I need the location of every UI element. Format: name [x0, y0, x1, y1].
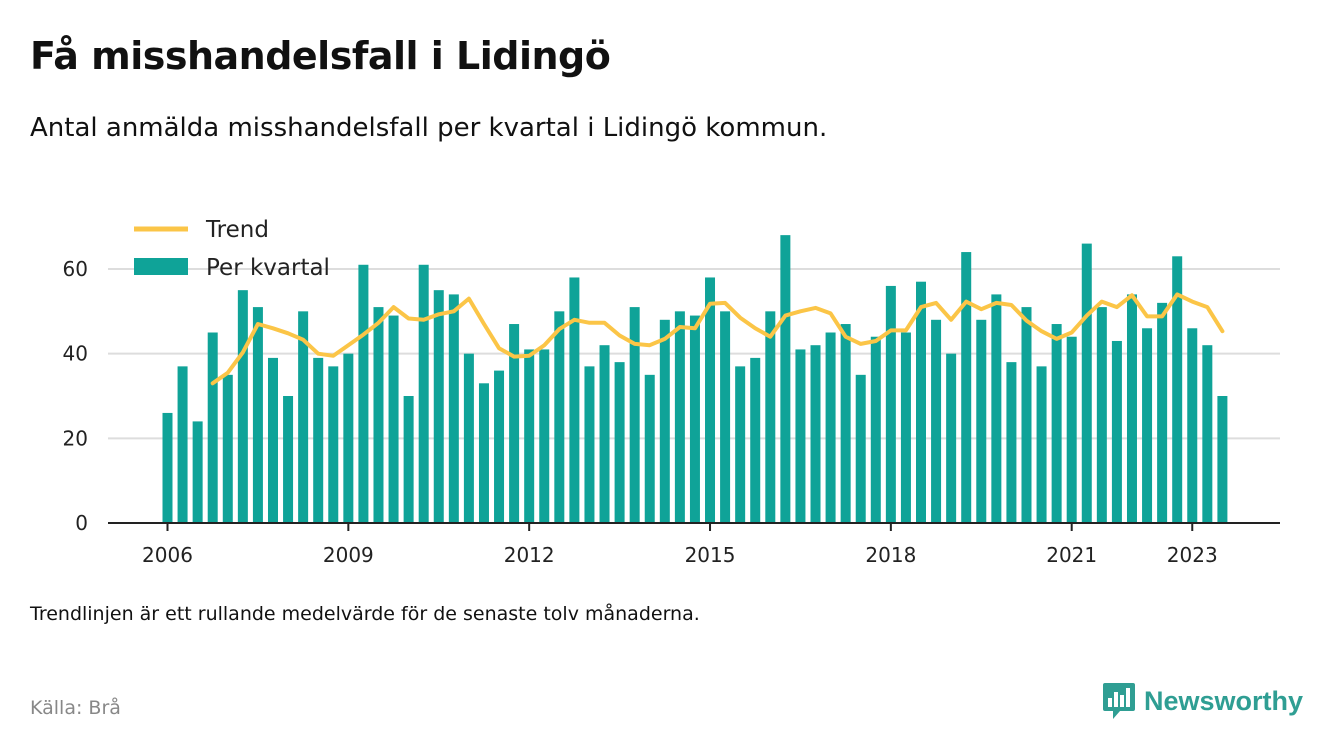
- bar: [750, 357, 761, 523]
- x-tick-label: 2018: [865, 543, 916, 567]
- bar: [388, 315, 399, 523]
- bar: [855, 374, 866, 523]
- bar: [524, 349, 535, 523]
- bar: [1066, 336, 1077, 523]
- bar: [1187, 328, 1198, 523]
- y-tick-label: 60: [63, 257, 88, 281]
- bar: [1202, 345, 1213, 523]
- source-label: Källa: Brå: [30, 697, 121, 719]
- trend-line: [210, 292, 1225, 386]
- legend-trend-label: Trend: [205, 217, 269, 243]
- bar: [584, 366, 595, 523]
- bar: [222, 374, 233, 523]
- bar: [900, 332, 911, 523]
- x-tick-label: 2009: [323, 543, 374, 567]
- bar: [463, 353, 474, 523]
- bar: [569, 277, 580, 523]
- bar: [1036, 366, 1047, 523]
- bar: [976, 319, 987, 523]
- legend: Trend Per kvartal: [134, 217, 330, 281]
- bar: [328, 366, 339, 523]
- bar: [1217, 396, 1228, 523]
- bar: [494, 370, 505, 523]
- bar: [1126, 294, 1137, 523]
- x-tick-label: 2015: [685, 543, 736, 567]
- bar: [840, 324, 851, 523]
- y-tick-label: 40: [63, 342, 88, 366]
- bar: [946, 353, 957, 523]
- x-tick-label: 2006: [142, 543, 193, 567]
- bar: [448, 294, 459, 523]
- bar: [358, 264, 369, 523]
- legend-bar-swatch: [134, 258, 188, 275]
- bar: [539, 349, 550, 523]
- bar: [780, 235, 791, 523]
- bar: [735, 366, 746, 523]
- bar: [267, 357, 278, 523]
- x-tick-label: 2023: [1167, 543, 1218, 567]
- bar: [1096, 307, 1107, 523]
- bar: [614, 362, 625, 523]
- brand-name: Newsworthy: [1144, 685, 1304, 716]
- bar: [931, 319, 942, 523]
- bar: [599, 345, 610, 523]
- bar: [1142, 328, 1153, 523]
- bar: [885, 285, 896, 523]
- bar: [177, 366, 188, 523]
- bar: [478, 383, 489, 523]
- x-axis-ticks: 2006 2009 2012 2015 2018 2021 2023: [142, 523, 1218, 567]
- bar: [433, 290, 444, 523]
- newsworthy-logo[interactable]: Newsworthy: [1102, 682, 1303, 720]
- bar: [373, 307, 384, 523]
- bar: [1051, 324, 1062, 523]
- bar: [1172, 256, 1183, 523]
- bar: [343, 353, 354, 523]
- bar: [674, 311, 685, 523]
- y-tick-label: 0: [75, 511, 88, 535]
- y-axis-labels: 0 20 40 60: [63, 257, 88, 535]
- trend-note: Trendlinjen är ett rullande medelvärde f…: [30, 603, 700, 625]
- bar: [1021, 307, 1032, 523]
- bar: [554, 311, 565, 523]
- bar: [825, 332, 836, 523]
- bar: [991, 294, 1002, 523]
- bar: [689, 315, 700, 523]
- x-tick-label: 2021: [1046, 543, 1097, 567]
- bar: [870, 336, 881, 523]
- bar: [313, 357, 324, 523]
- bar: [961, 252, 972, 524]
- bar: [418, 264, 429, 523]
- bar: [720, 311, 731, 523]
- bar: [1157, 302, 1168, 523]
- x-tick-label: 2012: [504, 543, 555, 567]
- bar: [237, 290, 248, 523]
- bar: [192, 421, 203, 523]
- bar: [1081, 243, 1092, 523]
- bars: [162, 235, 1228, 524]
- bar: [916, 281, 926, 523]
- legend-bar-label: Per kvartal: [206, 255, 330, 281]
- bar: [403, 396, 414, 523]
- chart-subtitle: Antal anmälda misshandelsfall per kvarta…: [30, 113, 828, 143]
- bar: [765, 311, 776, 523]
- bar: [162, 412, 173, 523]
- bar: [644, 374, 655, 523]
- chart-title: Få misshandelsfall i Lidingö: [30, 34, 611, 78]
- bar: [629, 307, 640, 523]
- newsworthy-chat-chart-icon: [1103, 683, 1135, 719]
- bar: [298, 311, 309, 523]
- bar: [252, 307, 263, 523]
- chart-area: 0 20 40 60 2006 2009 2012 2015 2018 2021 2023 Tre…: [63, 217, 1280, 567]
- y-tick-label: 20: [63, 426, 88, 450]
- bar: [795, 349, 806, 523]
- bar: [705, 277, 716, 523]
- bar: [1111, 340, 1122, 523]
- bar: [207, 332, 218, 523]
- bar: [283, 396, 294, 523]
- bar: [659, 319, 670, 523]
- bar: [1006, 362, 1017, 523]
- bar: [509, 324, 520, 523]
- bar: [810, 345, 821, 523]
